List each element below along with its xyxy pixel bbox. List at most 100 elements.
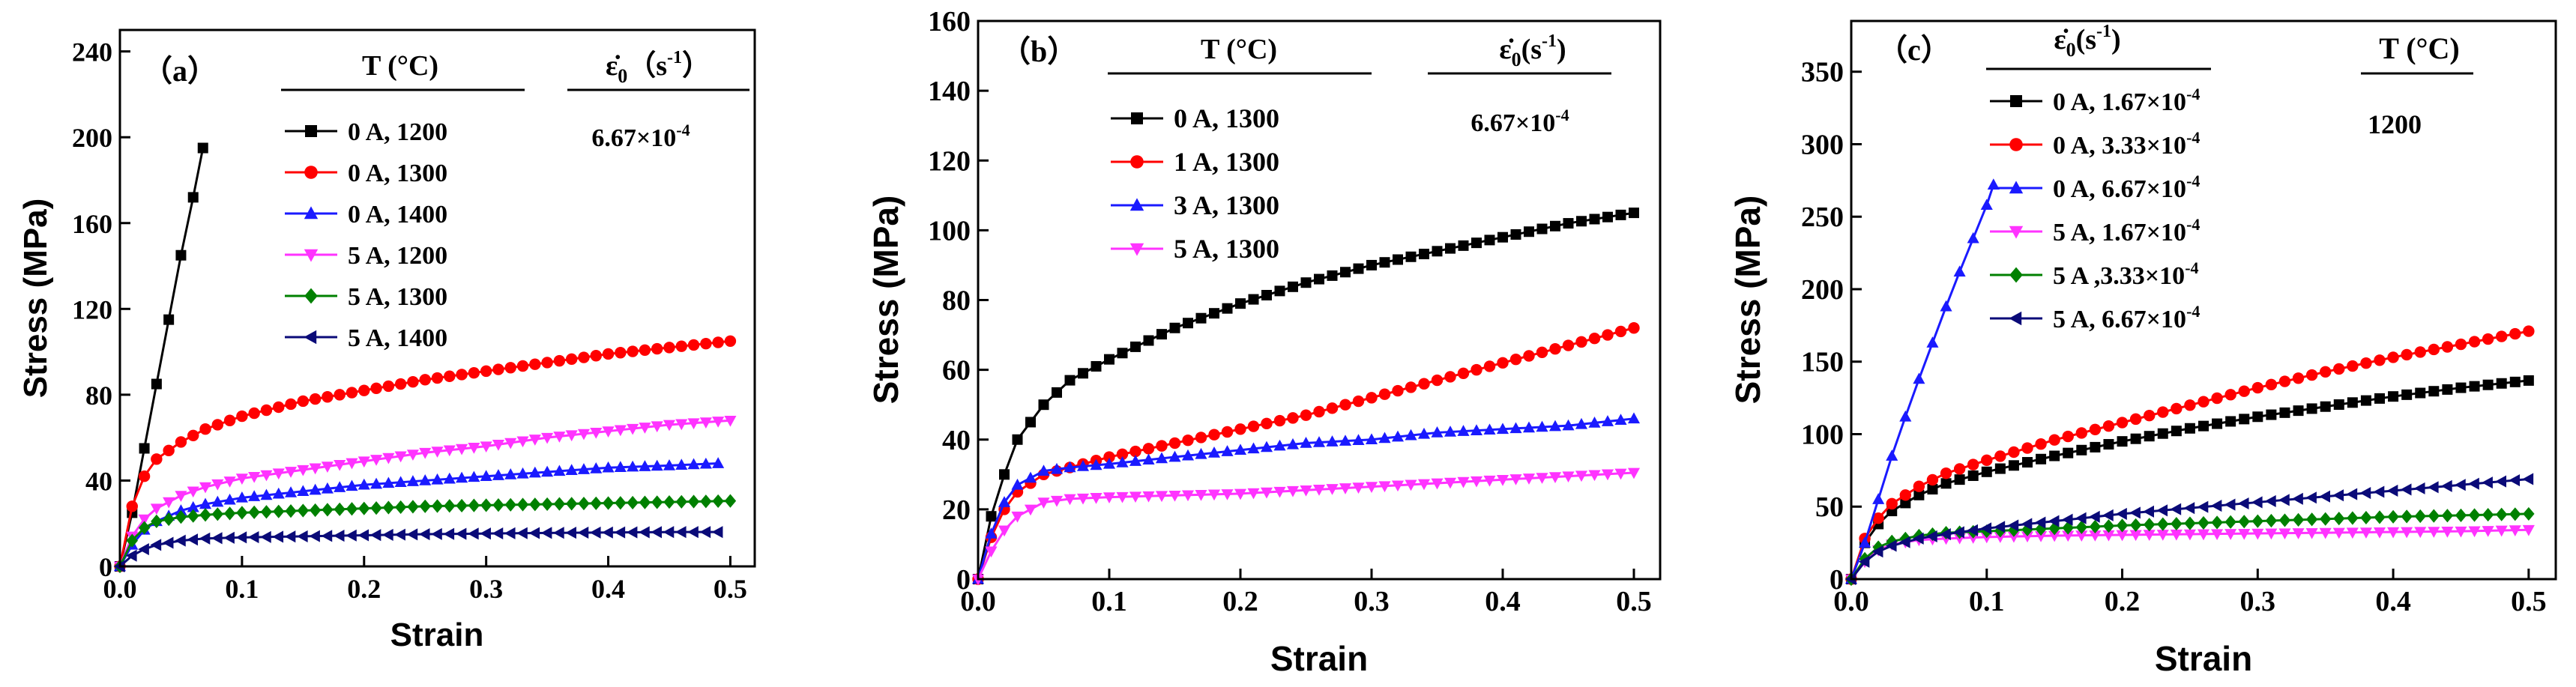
panel-a-series-2-point	[456, 471, 468, 483]
panel-a-series-2-point	[406, 475, 419, 486]
panel-b-series-0-point	[1524, 226, 1534, 237]
panel-c-series-2-point	[1967, 231, 1979, 243]
panel-a-series-2-point	[699, 457, 712, 469]
panel-c-series-4-point	[2143, 518, 2156, 532]
panel-a-series-1-point	[675, 340, 687, 352]
panel-b-label: （b）	[1001, 34, 1077, 68]
panel-a-series-2-point	[504, 468, 517, 479]
panel-a-ytick-label: 80	[85, 381, 112, 411]
panel-b-series-3-point	[1405, 479, 1417, 491]
panel-c-series-0-point	[2347, 397, 2358, 408]
panel-a-series-4-point	[199, 508, 211, 522]
panel-c-series-1-point	[2129, 413, 2142, 426]
panel-b-series-0-point	[1629, 208, 1639, 219]
panel-a-series-3-point	[663, 420, 676, 432]
panel-c-series-5-point	[2048, 515, 2060, 527]
panel-b-series-0-point	[1209, 308, 1219, 319]
panel-b-series-2-point	[1483, 423, 1496, 435]
panel-a-series-2-point	[443, 472, 456, 484]
panel-c-series-5-point	[2468, 477, 2479, 490]
panel-a-series-3-point	[590, 427, 603, 439]
panel-a-ytick-label: 200	[72, 123, 112, 153]
panel-c-axes: 0.0 0.1 0.2 0.3 0.4 0.5 0 50 100 150 200 250 300 350	[1801, 57, 2547, 617]
panel-c-series-0-point	[2415, 387, 2426, 399]
panel-a-series-1-point	[456, 369, 468, 381]
panel-a-series-1-point	[285, 398, 297, 411]
panel-a-series-1-point	[663, 342, 675, 354]
panel-a-series-1-point	[651, 342, 663, 355]
panel-c-series-0-point	[2049, 450, 2060, 461]
panel-a-series-5-point	[418, 527, 430, 541]
panel-a-series-1-point	[553, 354, 566, 367]
panel-a-series-5-point	[675, 526, 687, 539]
panel-c-series-5-point	[2332, 489, 2344, 502]
panel-b-ytick-label: 120	[928, 145, 971, 177]
panel-a-series-3-point	[480, 441, 492, 453]
panel-a-series-0-point	[197, 142, 208, 154]
panel-a-series	[113, 142, 737, 574]
panel-a-series-1-point	[565, 353, 578, 366]
panel-c-series-1-point	[2319, 366, 2332, 378]
panel-a-legend-entry-0: 0 A, 1200	[285, 118, 447, 146]
panel-a-series-4-point	[358, 501, 370, 515]
panel-b-ylabel: Stress (MPa)	[866, 196, 905, 405]
panel-c-series-5-point	[2007, 519, 2019, 532]
panel-c-ytick-label: 250	[1801, 202, 1844, 233]
panel-b-series-0-point	[1497, 231, 1508, 243]
panel-c-series-3-point	[2401, 527, 2413, 539]
panel-b-series-1-point	[1142, 443, 1155, 455]
panel-c-series-4-point	[2089, 519, 2102, 534]
panel-b-series-1-point	[1234, 423, 1246, 435]
panel-a-series-1-point	[431, 372, 444, 384]
panel-c-series-5-point	[2264, 494, 2276, 507]
panel-b-series-1-point	[1562, 339, 1575, 351]
panel-a-series-2-point	[516, 467, 529, 479]
panel-a-series-1-point	[516, 360, 529, 372]
panel-b-series-3-point	[1522, 473, 1536, 485]
panel-a-series-5-point	[211, 532, 223, 545]
panel-c-series-0-point	[2090, 441, 2101, 453]
panel-c-series-0-point	[2076, 444, 2087, 456]
panel-c-series-1-point	[1913, 480, 1925, 492]
panel-b-legend-marker-0	[1131, 112, 1143, 124]
panel-c-series-1-point	[2278, 375, 2291, 387]
panel-a-series-3-point	[284, 467, 298, 478]
panel-a-series-1-point	[346, 387, 358, 399]
panel-c-series-5-point	[2305, 491, 2317, 504]
panel-a-series-5-point	[369, 529, 381, 542]
panel-a-series-2-point	[590, 462, 603, 473]
panel-c-series-4-point	[2482, 507, 2494, 522]
panel-a-series-1-point	[444, 370, 456, 382]
panel-b-series-2-point	[1286, 438, 1300, 450]
panel-c-series-3-point	[2197, 529, 2210, 541]
panel-a-series-2-point	[346, 479, 358, 491]
panel-b-series-2-point	[1627, 412, 1641, 424]
panel-c-series-2	[1844, 178, 2000, 584]
panel-c-series-5-point	[2346, 488, 2358, 500]
panel-b-series-0-point	[1602, 211, 1613, 223]
panel-c-series-1-point	[1940, 467, 1952, 479]
panel-a-series-3-point	[553, 432, 566, 443]
panel-a-series-5-point	[540, 527, 552, 539]
panel-c-series-0-point	[2333, 399, 2344, 411]
panel-b-series-3-point	[1037, 497, 1050, 509]
panel-b-series-0-point	[1419, 249, 1429, 260]
panel-b-series-3-point	[1509, 474, 1522, 485]
panel-b-series-0-point	[1300, 277, 1312, 288]
panel-b-axes: 0.0 0.1 0.2 0.3 0.4 0.5 0 20 40 60 80 100 120 140 160	[928, 6, 1652, 617]
panel-b-xtick-label: 0.5	[1616, 586, 1652, 617]
panel-a-series-5	[113, 526, 723, 573]
panel-a-series-4-point	[138, 521, 151, 535]
panel-b-series-1-point	[1182, 434, 1194, 447]
panel-b-series-0-point	[1445, 243, 1456, 254]
panel-a-series-5-point	[358, 529, 369, 542]
panel-a-series-5-point	[223, 531, 235, 544]
panel-c-series-3-point	[2414, 527, 2427, 539]
panel-a-series-2-point	[199, 497, 212, 509]
panel-c-ytick-label: 300	[1801, 129, 1844, 160]
panel-a-series-3-point	[163, 497, 175, 509]
panel-b-series-2-point	[1155, 452, 1168, 464]
panel-a-series-4-point	[712, 494, 724, 509]
panel-c-series-1-point	[2387, 351, 2399, 363]
